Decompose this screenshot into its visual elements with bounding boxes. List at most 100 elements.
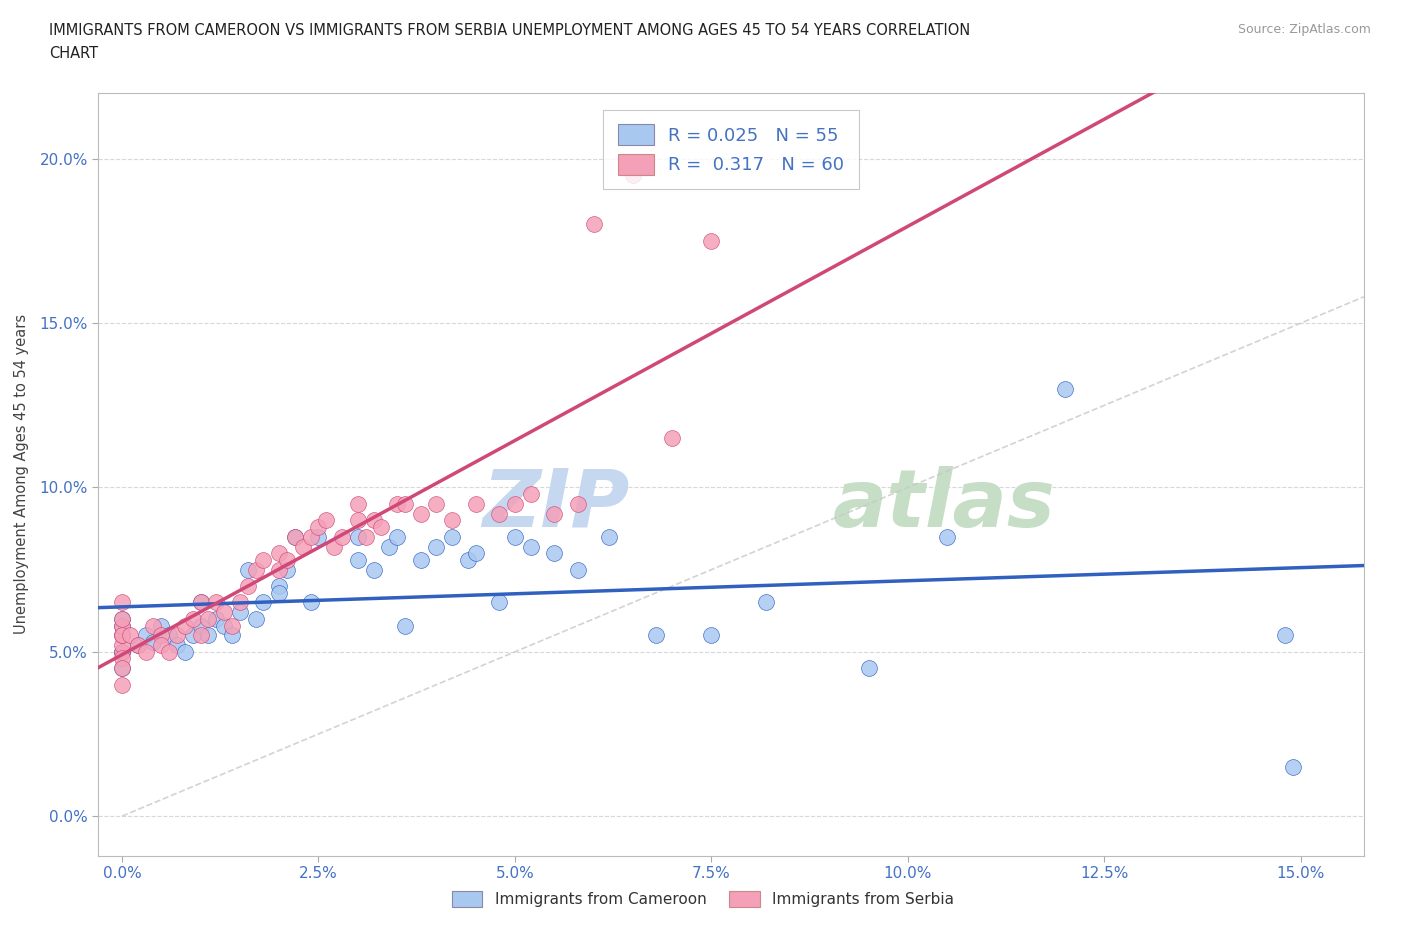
Point: [567, 562, 589, 577]
Text: CHART: CHART: [49, 46, 98, 61]
Point: [173, 644, 195, 659]
Point: [346, 497, 368, 512]
Point: [385, 529, 408, 544]
Point: [503, 497, 526, 512]
Point: [621, 167, 644, 182]
Point: [276, 562, 298, 577]
Point: [567, 497, 589, 512]
Point: [111, 638, 134, 653]
Text: ZIP: ZIP: [482, 466, 630, 544]
Point: [582, 217, 605, 232]
Point: [378, 539, 401, 554]
Point: [190, 628, 212, 643]
Point: [135, 628, 157, 643]
Point: [299, 529, 322, 544]
Point: [181, 612, 204, 627]
Point: [252, 595, 274, 610]
Point: [150, 628, 173, 643]
Point: [197, 612, 219, 627]
Point: [284, 529, 307, 544]
Point: [291, 539, 314, 554]
Point: [245, 562, 267, 577]
Point: [503, 529, 526, 544]
Point: [661, 431, 683, 445]
Point: [488, 506, 510, 521]
Point: [425, 539, 447, 554]
Point: [173, 618, 195, 633]
Point: [464, 497, 486, 512]
Point: [252, 552, 274, 567]
Point: [330, 529, 353, 544]
Point: [236, 578, 259, 593]
Point: [394, 618, 416, 633]
Point: [111, 628, 134, 643]
Point: [394, 497, 416, 512]
Text: IMMIGRANTS FROM CAMEROON VS IMMIGRANTS FROM SERBIA UNEMPLOYMENT AMONG AGES 45 TO: IMMIGRANTS FROM CAMEROON VS IMMIGRANTS F…: [49, 23, 970, 38]
Point: [229, 604, 252, 619]
Point: [645, 628, 668, 643]
Point: [464, 546, 486, 561]
Point: [205, 612, 228, 627]
Point: [229, 595, 252, 610]
Point: [370, 520, 392, 535]
Point: [543, 546, 565, 561]
Point: [111, 644, 134, 659]
Point: [127, 638, 149, 653]
Point: [1274, 628, 1296, 643]
Point: [1054, 381, 1077, 396]
Text: Source: ZipAtlas.com: Source: ZipAtlas.com: [1237, 23, 1371, 36]
Point: [111, 595, 134, 610]
Point: [205, 595, 228, 610]
Point: [598, 529, 620, 544]
Point: [284, 529, 307, 544]
Point: [441, 529, 464, 544]
Point: [858, 661, 880, 676]
Point: [142, 634, 165, 649]
Point: [936, 529, 959, 544]
Point: [700, 628, 723, 643]
Point: [236, 562, 259, 577]
Point: [221, 618, 243, 633]
Point: [111, 628, 134, 643]
Point: [245, 612, 267, 627]
Point: [111, 677, 134, 692]
Point: [212, 604, 235, 619]
Point: [269, 562, 291, 577]
Point: [299, 595, 322, 610]
Point: [409, 552, 432, 567]
Point: [157, 644, 180, 659]
Legend: Immigrants from Cameroon, Immigrants from Serbia: Immigrants from Cameroon, Immigrants fro…: [446, 884, 960, 913]
Point: [111, 618, 134, 633]
Point: [346, 529, 368, 544]
Y-axis label: Unemployment Among Ages 45 to 54 years: Unemployment Among Ages 45 to 54 years: [14, 314, 28, 634]
Point: [519, 486, 541, 501]
Point: [150, 618, 173, 633]
Text: atlas: atlas: [832, 466, 1054, 544]
Point: [150, 638, 173, 653]
Point: [190, 595, 212, 610]
Point: [441, 512, 464, 527]
Point: [190, 618, 212, 633]
Point: [1282, 760, 1305, 775]
Point: [212, 618, 235, 633]
Point: [269, 546, 291, 561]
Point: [111, 628, 134, 643]
Point: [197, 628, 219, 643]
Point: [488, 595, 510, 610]
Point: [111, 618, 134, 633]
Point: [457, 552, 479, 567]
Point: [276, 552, 298, 567]
Point: [135, 644, 157, 659]
Point: [111, 612, 134, 627]
Point: [308, 520, 330, 535]
Point: [346, 512, 368, 527]
Point: [363, 512, 385, 527]
Point: [111, 651, 134, 666]
Point: [755, 595, 778, 610]
Point: [111, 644, 134, 659]
Point: [323, 539, 346, 554]
Point: [354, 529, 377, 544]
Point: [181, 628, 204, 643]
Point: [543, 506, 565, 521]
Point: [308, 529, 330, 544]
